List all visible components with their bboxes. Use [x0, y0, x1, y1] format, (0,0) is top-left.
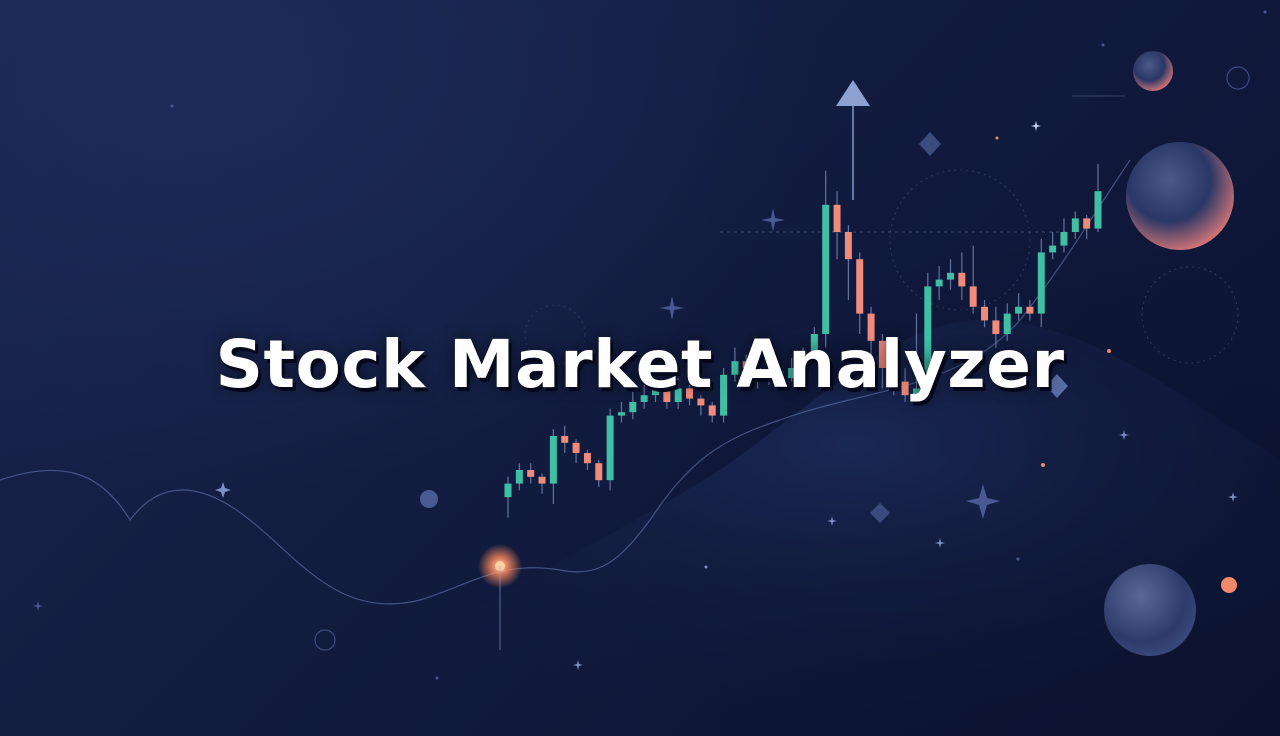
candle-body [617, 412, 625, 416]
candle-body [947, 272, 954, 280]
candle-body [1015, 306, 1023, 314]
candle-body [697, 398, 705, 406]
candle-body [640, 395, 648, 402]
dotted-ring [1141, 266, 1239, 364]
sparkle-icon [1119, 430, 1129, 440]
candle-body [822, 204, 830, 334]
candle-body [731, 361, 739, 375]
candle-body [1060, 232, 1068, 246]
sparkle-icon [1031, 121, 1041, 131]
candle-body [663, 388, 671, 402]
sparkle-icon [966, 484, 1000, 519]
candle-body [969, 286, 977, 307]
candle-body [572, 442, 580, 453]
candle-body [1083, 218, 1091, 229]
ring-small [314, 629, 336, 651]
background-hill [420, 320, 1280, 736]
candle-body [1037, 252, 1045, 314]
candle-body [981, 306, 989, 321]
candle-body [606, 415, 614, 481]
candlestick-series [504, 164, 1102, 518]
candle-body [708, 405, 716, 416]
candle-body [742, 361, 750, 368]
orb-small-top [1133, 51, 1173, 91]
candle-body [776, 371, 784, 379]
arrow-up-icon [836, 80, 870, 106]
candle-body [504, 483, 512, 498]
candle-body [674, 388, 682, 402]
candle-body [890, 368, 898, 382]
diamond-icon [870, 503, 890, 523]
candle-body [515, 470, 523, 484]
candle-body [538, 476, 546, 484]
candle-body [924, 286, 932, 389]
sparkle-icon [761, 208, 785, 232]
sparkle-icon [33, 601, 43, 611]
candle-body [595, 463, 603, 481]
orb-bottom [1104, 564, 1196, 656]
candle-body [652, 388, 659, 396]
candle-body [720, 374, 728, 416]
dotted-ring [524, 304, 586, 366]
candle-body [629, 402, 637, 413]
sparkle-icon [660, 296, 684, 320]
sparkle-icon [215, 482, 231, 498]
candle-body [1071, 218, 1079, 232]
candle-body [901, 381, 909, 396]
orb-coral-dot [1221, 577, 1237, 593]
hero-title: Stock Market Analyzer [215, 326, 1065, 403]
candle-body [765, 371, 773, 382]
candle-body [1094, 191, 1102, 229]
candle-body [1026, 306, 1034, 314]
orb-large [1126, 142, 1234, 250]
candle-body [1003, 313, 1011, 334]
candle-body [867, 313, 875, 341]
candle-body [935, 279, 943, 287]
candle-body [799, 354, 807, 368]
candle-body [810, 334, 818, 355]
candle-body [686, 388, 694, 399]
candle-body [878, 340, 886, 368]
candle-body [1049, 245, 1057, 253]
orb-blue-dot [420, 490, 438, 508]
sparkle-icon [935, 538, 945, 548]
sparkle-icon [827, 516, 837, 526]
wave-line [0, 159, 1131, 605]
target-icon [1226, 66, 1250, 90]
candle-body [754, 368, 762, 382]
candle-body [958, 272, 966, 287]
dotted-ring [889, 169, 1031, 311]
candle-body [844, 232, 852, 260]
candle-body [912, 388, 920, 396]
diamond-icon [1046, 374, 1068, 398]
candle-body [992, 320, 1000, 334]
diamond-icon [919, 132, 941, 156]
candle-body [549, 436, 557, 484]
candle-body [583, 453, 591, 464]
star-dots [170, 10, 1267, 680]
candle-body [561, 436, 569, 443]
candle-body [856, 259, 864, 314]
candle-body [788, 368, 796, 379]
candle-body [833, 204, 841, 232]
sparkle-icon [1228, 492, 1238, 502]
candle-body [527, 470, 535, 477]
sparkle-icons [33, 121, 1238, 670]
sparkle-icon [573, 660, 583, 670]
